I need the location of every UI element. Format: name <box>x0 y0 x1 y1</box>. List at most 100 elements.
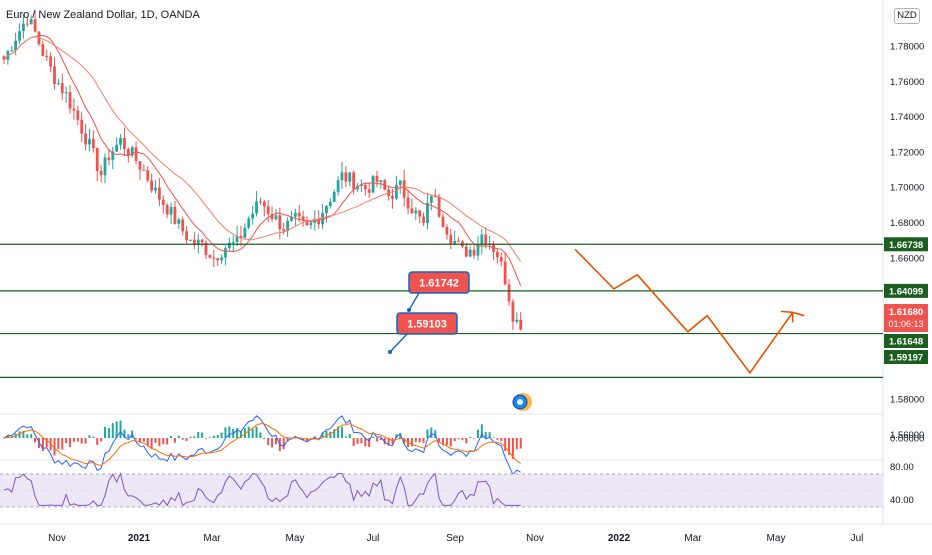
candle-body <box>134 147 138 162</box>
macd-histogram-bar <box>212 435 215 438</box>
macd-histogram-bar <box>344 436 347 438</box>
candle-body <box>457 240 460 242</box>
candle-body <box>325 206 328 214</box>
level-label <box>884 283 928 298</box>
macd-histogram-bar <box>329 431 332 438</box>
macd-histogram-bar <box>193 436 196 438</box>
macd-histogram-bar <box>142 438 145 442</box>
macd-histogram-bar <box>216 435 219 438</box>
time-axis-tick: 2022 <box>608 533 631 544</box>
candle-body <box>437 196 441 217</box>
callout-anchor <box>388 350 392 354</box>
macd-histogram-bar <box>115 421 118 438</box>
time-axis-tick: May <box>286 533 305 544</box>
macd-histogram-bar <box>383 438 386 445</box>
candle-body <box>426 202 429 223</box>
macd-histogram-bar <box>445 438 448 446</box>
macd-histogram-bar <box>274 438 277 445</box>
price-axis-tick: 1.78000 <box>890 41 924 52</box>
macd-histogram-bar <box>251 428 254 438</box>
price-callout[interactable] <box>396 312 458 335</box>
macd-histogram-bar <box>484 432 487 438</box>
macd-histogram-bar <box>461 438 464 441</box>
level-label-text: 1.59197 <box>889 353 923 364</box>
candle-body <box>161 199 165 205</box>
macd-histogram-bar <box>387 438 390 446</box>
price-callout[interactable] <box>408 271 470 294</box>
candle-body <box>375 175 379 183</box>
candle-body <box>231 242 235 244</box>
projection-arrowhead <box>780 310 794 323</box>
macd-histogram-bar <box>197 432 200 438</box>
macd-histogram-bar <box>504 438 507 451</box>
macd-histogram-bar <box>255 426 258 438</box>
macd-histogram-bar <box>220 432 223 438</box>
candle-body <box>173 206 177 224</box>
candle-body <box>126 148 130 156</box>
macd-histogram-bar <box>57 438 60 450</box>
candle-body <box>99 170 103 176</box>
candle-body <box>313 219 317 223</box>
macd-histogram-bar <box>372 436 375 438</box>
candle-body <box>208 254 212 258</box>
macd-histogram-bar <box>150 438 153 449</box>
candle-body <box>196 239 200 245</box>
candle-body <box>472 249 476 256</box>
time-axis-tick: Nov <box>526 533 544 544</box>
macd-histogram-bar <box>519 438 522 449</box>
candle-body <box>227 242 231 249</box>
macd-histogram-bar <box>414 438 417 442</box>
projection-zigzag[interactable] <box>574 248 805 375</box>
macd-histogram-bar <box>166 438 169 445</box>
macd-histogram-bar <box>96 438 99 445</box>
candle-body <box>111 151 115 160</box>
candle-body <box>14 40 18 51</box>
macd-histogram-bar <box>480 424 483 438</box>
macd-histogram-bar <box>69 438 72 448</box>
candle-body <box>278 215 282 230</box>
macd-histogram-bar <box>449 438 452 447</box>
macd-histogram-bar <box>508 438 511 455</box>
candle-body <box>336 180 340 192</box>
candle-body <box>49 56 53 67</box>
time-axis-tick: Jul <box>851 533 864 544</box>
candle-body <box>243 227 247 238</box>
candle-body <box>344 172 348 182</box>
candle-body <box>2 56 6 60</box>
time-axis-tick: 2021 <box>128 533 151 544</box>
candle-body <box>367 189 371 193</box>
macd-histogram-bar <box>356 438 359 444</box>
macd-histogram-bar <box>6 435 9 438</box>
macd-histogram-bar <box>30 434 33 438</box>
macd-histogram-bar <box>418 438 421 443</box>
macd-histogram-bar <box>135 438 138 440</box>
candle-body <box>76 110 80 120</box>
candle-body <box>371 175 375 193</box>
candle-body <box>220 257 223 261</box>
macd-histogram-bar <box>53 438 56 456</box>
candle-body <box>251 213 255 219</box>
candle-body <box>262 201 266 207</box>
candle-body <box>91 139 95 149</box>
macd-histogram-bar <box>267 438 270 445</box>
time-axis-tick: Sep <box>446 533 464 544</box>
price-axis-tick: 1.58000 <box>890 395 924 406</box>
candle-body <box>255 201 258 214</box>
macd-histogram-bar <box>496 438 499 440</box>
candle-body <box>41 44 45 56</box>
currency-badge[interactable]: NZD <box>894 8 920 24</box>
candle-body <box>484 234 488 245</box>
level-label-text: 1.61648 <box>889 337 923 348</box>
candle-body <box>441 216 445 227</box>
macd-line <box>3 415 521 476</box>
macd-axis-tick: 0.00000 <box>890 434 924 445</box>
macd-histogram-bar <box>236 427 239 438</box>
macd-histogram-bar <box>177 435 180 438</box>
macd-histogram-bar <box>348 433 351 438</box>
macd-histogram-bar <box>92 436 95 438</box>
macd-histogram-bar <box>375 438 378 442</box>
candle-body <box>103 157 107 176</box>
price-axis-tick: 1.74000 <box>890 112 924 123</box>
